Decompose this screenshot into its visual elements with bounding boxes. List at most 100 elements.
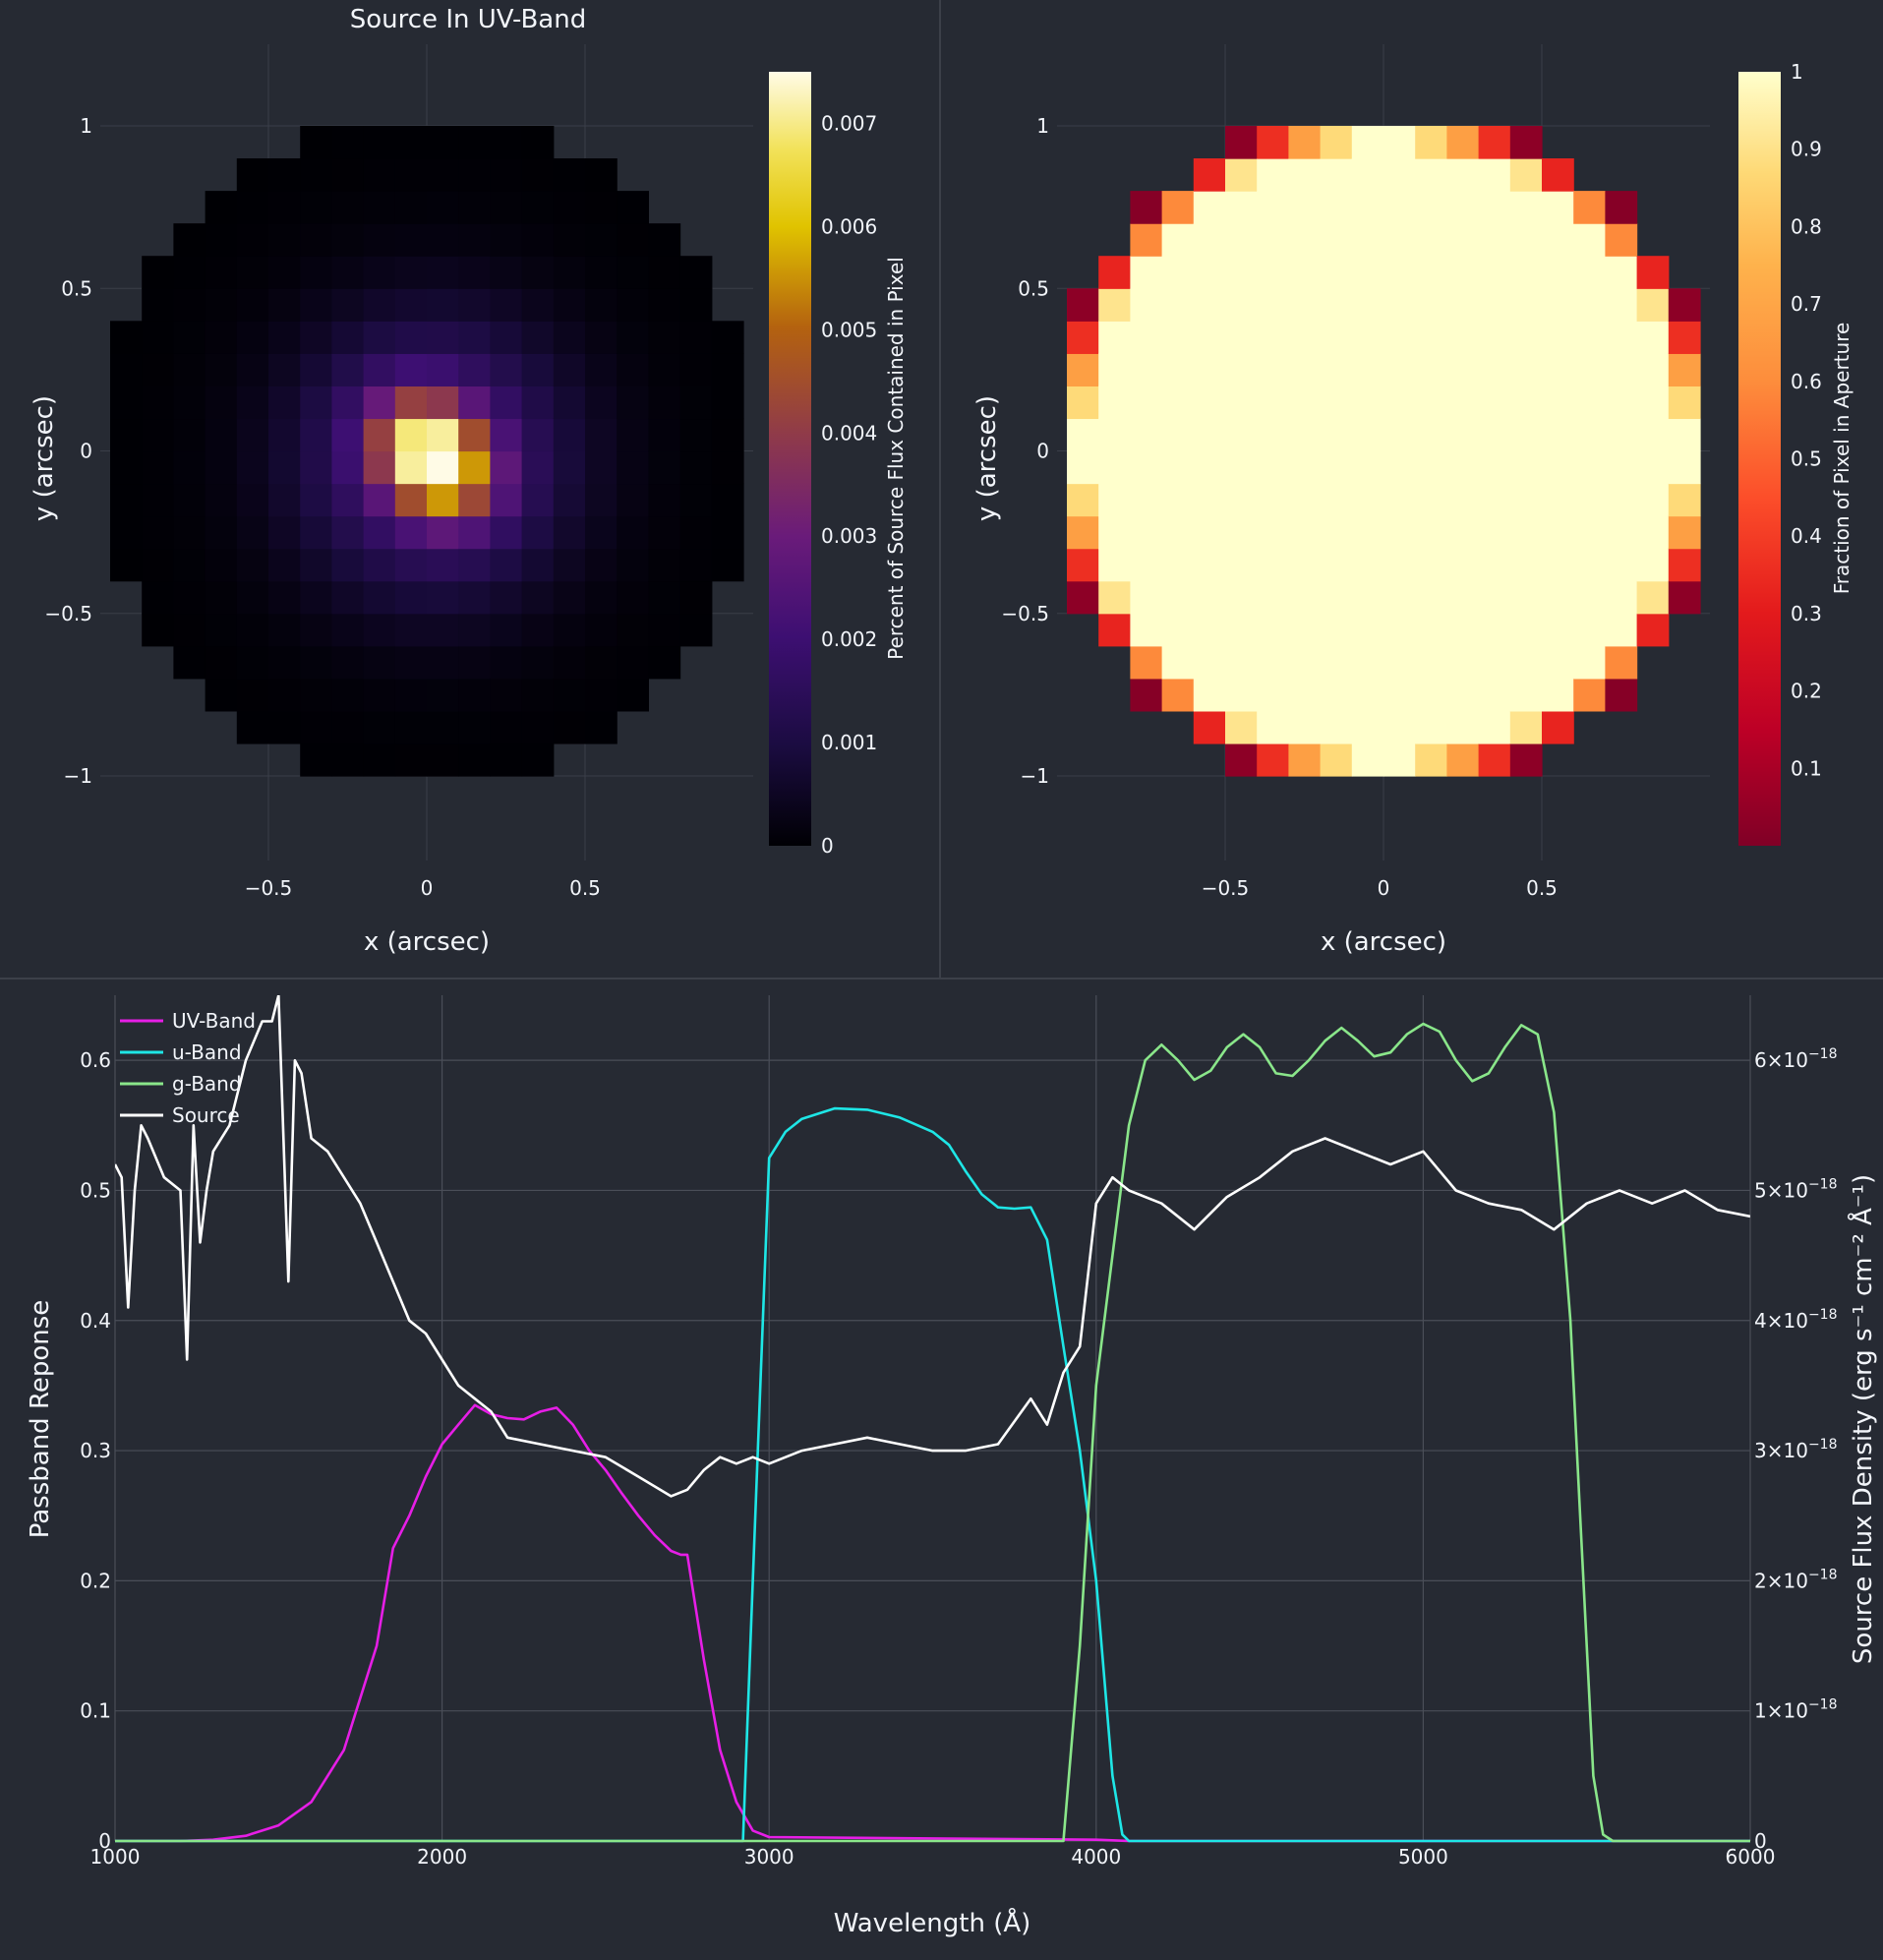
heatmap-cell [173,353,206,386]
heatmap-cell [1161,645,1195,680]
heatmap-cell [490,158,523,192]
heatmap-cell [1225,710,1258,744]
heatmap-cell [363,223,396,257]
heatmap-cell [1225,223,1258,257]
heatmap-cell [490,191,523,224]
heatmap-cell [1509,613,1543,647]
heatmap-cell [300,580,332,615]
heatmap-cell [490,710,523,744]
heatmap-cell [1320,353,1353,386]
heatmap-cell [1478,321,1511,354]
heatmap-cell [1509,678,1543,712]
left-y-axis-title: y (arcsec) [29,395,59,521]
heatmap-cell [427,158,459,192]
heatmap-cell [1668,386,1701,420]
heatmap-cell [331,483,365,517]
heatmap-cell [679,548,713,582]
heatmap-cell [1446,515,1480,550]
heatmap-cell [331,223,365,257]
heatmap-cell [331,613,365,647]
heatmap-cell [1415,158,1447,192]
y2-tick-label: 6×10−18 [1754,1046,1837,1072]
heatmap-cell [363,710,396,744]
colorbar-tick-label: 0.004 [821,421,877,445]
x-tick-label: 6000 [1726,1845,1776,1869]
heatmap-cell [331,678,365,712]
y2-tick-label: 1×10−18 [1754,1697,1837,1723]
heatmap-cell [205,321,238,354]
heatmap-cell [1415,191,1447,224]
heatmap-cell [363,450,396,485]
heatmap-cell [1098,288,1131,322]
heatmap-cell [1161,613,1195,647]
heatmap-cell [331,288,365,322]
right-y-axis-title: y (arcsec) [972,395,1002,521]
heatmap-cell [1225,126,1258,159]
heatmap-cell [617,580,649,615]
heatmap-cell [1478,548,1511,582]
series-line-uv-band [115,1403,1750,1843]
heatmap-cell [394,548,428,582]
heatmap-cell [1193,678,1226,712]
heatmap-cell [617,191,649,224]
x-tick-label: −0.5 [245,876,293,900]
heatmap-cell [1288,645,1322,680]
heatmap-cell [427,678,459,712]
heatmap-cell [1542,613,1574,647]
heatmap-cell [1542,515,1574,550]
heatmap-cell [1067,288,1099,322]
bottom-x-axis-title: Wavelength (Å) [834,1907,1031,1938]
heatmap-cell [1161,418,1195,452]
heatmap-cell [1320,678,1353,712]
heatmap-cell [1225,483,1258,517]
heatmap-cell [1161,256,1195,289]
heatmap-cell [1636,613,1670,647]
heatmap-cell [490,580,523,615]
heatmap-cell [1288,191,1322,224]
heatmap-cell [1257,158,1289,192]
heatmap-cell [1225,450,1258,485]
heatmap-cell [427,353,459,386]
heatmap-cell [236,223,269,257]
heatmap-cell [617,256,649,289]
y2-tick-coef: 4×10 [1754,1309,1808,1333]
heatmap-cell [1067,418,1099,452]
heatmap-cell [173,450,206,485]
heatmap-cell [553,321,586,354]
heatmap-cell [236,256,269,289]
heatmap-cell [1193,256,1226,289]
heatmap-cell [236,191,269,224]
heatmap-cell [1605,223,1638,257]
heatmap-cell [1161,321,1195,354]
bottom-y2-ticks: 01×10−182×10−183×10−184×10−185×10−186×10… [1754,1046,1837,1853]
y-tick-label: −1 [1021,764,1049,788]
heatmap-cell [1161,580,1195,615]
heatmap-cell [679,418,713,452]
heatmap-cell [1351,742,1384,777]
heatmap-cell [1320,613,1353,647]
heatmap-cell [1415,710,1447,744]
heatmap-cell [1130,678,1163,712]
heatmap-cell [1415,321,1447,354]
heatmap-cell [1257,353,1289,386]
heatmap-cell [585,678,618,712]
x-tick-label: 4000 [1071,1845,1121,1869]
heatmap-cell [300,742,332,777]
heatmap-cell [300,613,332,647]
y-tick-label: 0 [80,440,92,463]
heatmap-cell [1067,580,1099,615]
heatmap-cell [1288,613,1322,647]
y2-tick-exponent: −18 [1808,1437,1838,1453]
heatmap-cell [1130,191,1163,224]
heatmap-cell [585,288,618,322]
colorbar-tick-label: 1 [1791,60,1803,84]
heatmap-cell [1320,580,1353,615]
heatmap-cell [331,256,365,289]
heatmap-cell [363,191,396,224]
heatmap-cell [553,580,586,615]
heatmap-cell [1573,353,1606,386]
heatmap-cell [1383,515,1416,550]
heatmap-cell [585,450,618,485]
heatmap-cell [1446,288,1480,322]
heatmap-cell [1067,353,1099,386]
